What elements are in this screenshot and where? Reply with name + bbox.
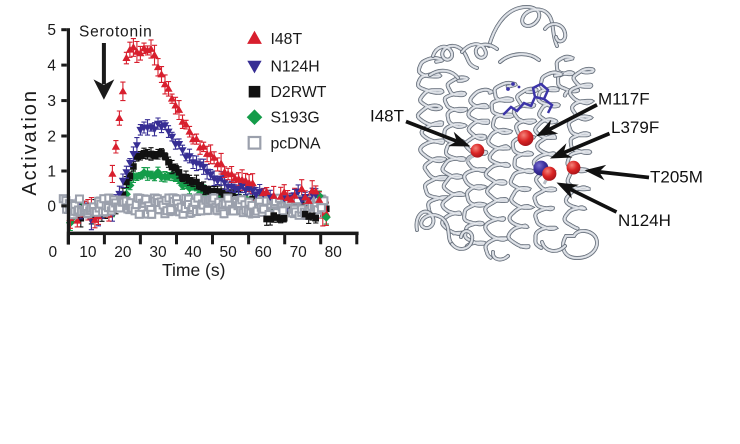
svg-text:2: 2 [47, 129, 56, 146]
svg-text:I48T: I48T [370, 107, 404, 126]
svg-text:T205M: T205M [650, 168, 703, 187]
svg-text:Serotonin: Serotonin [79, 24, 153, 41]
svg-text:50: 50 [219, 244, 237, 261]
svg-text:80: 80 [325, 244, 343, 261]
svg-text:N124H: N124H [618, 211, 671, 230]
svg-text:N124H: N124H [271, 58, 320, 75]
svg-text:3: 3 [47, 93, 56, 110]
svg-text:30: 30 [149, 244, 167, 261]
svg-text:20: 20 [114, 244, 132, 261]
svg-text:pcDNA: pcDNA [271, 135, 321, 152]
svg-text:0: 0 [48, 244, 57, 261]
svg-text:0: 0 [47, 198, 56, 215]
svg-text:40: 40 [184, 244, 202, 261]
svg-text:Activation: Activation [19, 89, 41, 196]
svg-text:S193G: S193G [271, 110, 320, 127]
svg-text:M117F: M117F [598, 90, 650, 109]
svg-text:70: 70 [290, 244, 308, 261]
svg-text:5: 5 [47, 22, 56, 39]
svg-text:60: 60 [255, 244, 273, 261]
svg-text:10: 10 [79, 244, 97, 261]
svg-text:I48T: I48T [271, 31, 303, 48]
svg-text:D2RWT: D2RWT [271, 84, 327, 101]
svg-text:1: 1 [47, 164, 56, 181]
svg-text:4: 4 [47, 58, 56, 75]
svg-text:L379F: L379F [611, 118, 659, 137]
svg-text:Time (s): Time (s) [162, 260, 226, 280]
